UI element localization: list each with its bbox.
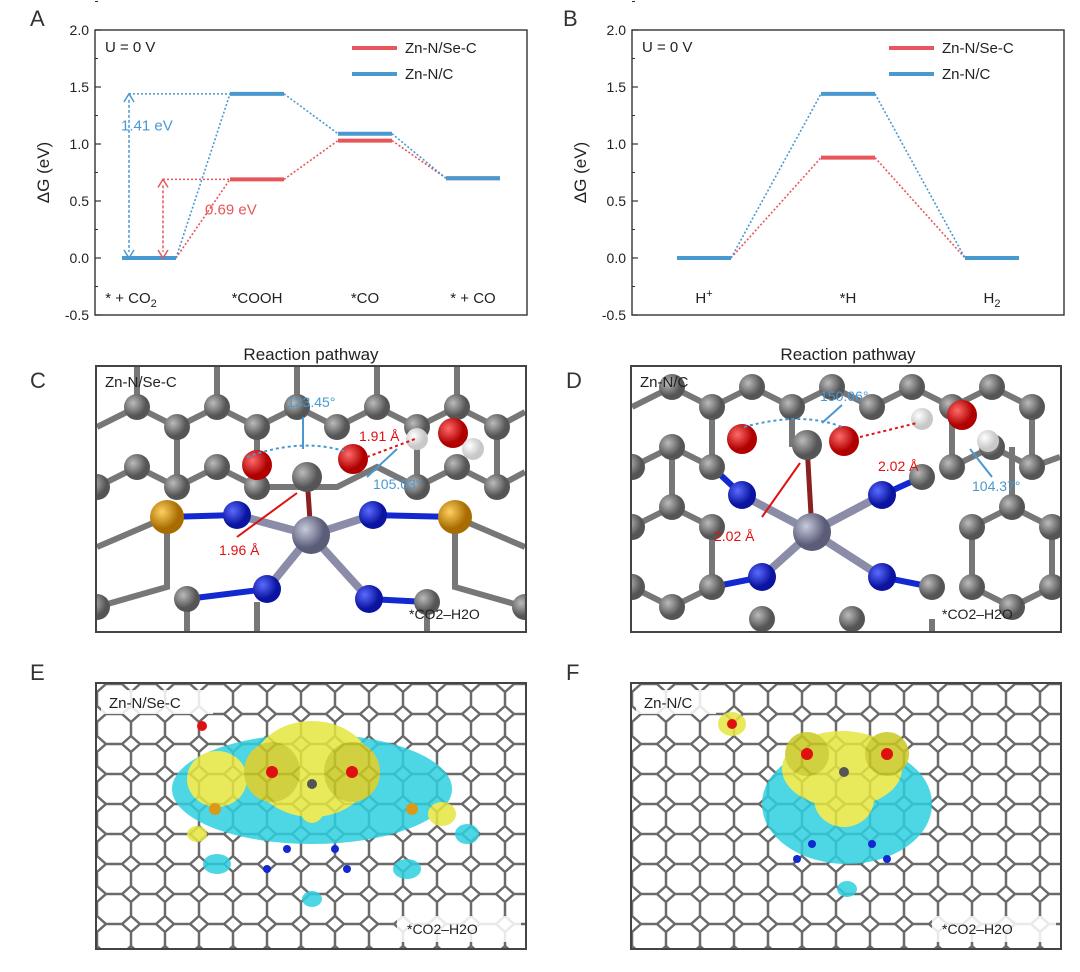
series-connector	[730, 93, 822, 259]
y-tick-label: -0.5	[602, 307, 626, 323]
panel-letter-d: D	[566, 368, 582, 393]
series-connector	[283, 139, 339, 180]
series-connector	[391, 133, 447, 179]
legend-label: Zn-N/Se-C	[942, 40, 1014, 57]
structure-panel-c: 133.45° 105.03° 1.91 Å 1.96 Å Zn-N/Se-C …	[95, 365, 527, 633]
panel-letter-a: A	[30, 6, 45, 31]
structure-label: Zn-N/C	[640, 374, 689, 391]
series-connector	[874, 157, 966, 259]
x-category-label: H+	[695, 288, 712, 307]
series-connector	[391, 139, 447, 179]
legend-label: Zn-N/Se-C	[405, 40, 477, 57]
y-tick-label: 2.0	[70, 22, 90, 38]
barrier-label: 1.41 eV	[121, 117, 173, 134]
y-tick-label: 0.0	[70, 250, 90, 266]
distance-label: 2.02 Å	[878, 458, 919, 474]
series-connector	[175, 93, 231, 259]
selenium-atom	[438, 500, 472, 534]
panel-letter-c: C	[30, 368, 46, 393]
selenium-atom	[150, 500, 184, 534]
x-category-label: *COOH	[232, 290, 283, 307]
y-tick-label: -0.5	[65, 307, 89, 323]
series-connector	[730, 157, 822, 259]
charge-density-f-drawing: Zn-N/C *CO2–H2O	[632, 684, 1060, 948]
y-tick-label: 2.0	[607, 22, 627, 38]
x-category-label: * + CO	[450, 290, 495, 307]
panel-letter-e: E	[30, 660, 45, 685]
y-tick-label: 1.5	[70, 79, 90, 95]
plot-frame	[631, 29, 1065, 316]
zinc-atom	[793, 513, 831, 551]
panel-letter-f: F	[566, 660, 580, 685]
x-axis-label: Reaction pathway	[243, 345, 379, 364]
series-connector	[283, 93, 339, 135]
panel-letter-b: B	[563, 6, 578, 31]
chart-a: -0.5 0.0 0.5 1.0 1.5 2.0 ΔG (eV) Reaction pathw…	[34, 1, 528, 364]
arrow-head	[157, 177, 169, 188]
zinc-atom	[292, 516, 330, 554]
state-label: *CO2–H2O	[409, 606, 480, 622]
state-label: *CO2–H2O	[407, 921, 478, 937]
barrier-label: 0.69 eV	[205, 202, 257, 219]
y-tick-label: 1.0	[70, 136, 90, 152]
structure-label: Zn-N/C	[644, 695, 693, 712]
chart-b: -0.5 0.0 0.5 1.0 1.5 2.0 ΔG (eV) Reaction pathw…	[571, 1, 1065, 364]
angle-label: 104.37°	[972, 478, 1020, 494]
y-tick-label: 0.0	[607, 250, 627, 266]
state-label: *CO2–H2O	[942, 921, 1013, 937]
y-tick-label: 1.0	[607, 136, 627, 152]
y-tick-label: 0.5	[70, 193, 90, 209]
x-category-label: *CO	[351, 290, 379, 307]
y-axis-label: ΔG (eV)	[34, 142, 53, 203]
distance-label: 1.96 Å	[219, 542, 260, 558]
legend-label: Zn-N/C	[942, 66, 991, 83]
distance-label: 1.91 Å	[359, 428, 400, 444]
x-axis-label: Reaction pathway	[780, 345, 916, 364]
potential-annotation: U = 0 V	[642, 39, 692, 56]
legend-label: Zn-N/C	[405, 66, 454, 83]
y-tick-label: 1.5	[607, 79, 627, 95]
angle-label: 133.45°	[287, 394, 335, 410]
arrow-head	[123, 92, 135, 103]
x-category-label: * + CO2	[105, 290, 157, 310]
distance-label: 2.02 Å	[714, 528, 755, 544]
charge-density-panel-e: Zn-N/Se-C *CO2–H2O	[95, 682, 527, 950]
structure-label: Zn-N/Se-C	[109, 695, 181, 712]
y-tick-label: 0.5	[607, 193, 627, 209]
state-label: *CO2–H2O	[942, 606, 1013, 622]
y-axis-label: ΔG (eV)	[571, 142, 590, 203]
structure-d-drawing: 150.06° 104.37° 2.02 Å 2.02 Å Zn-N/C *CO…	[632, 374, 1060, 631]
arrow-head	[123, 249, 135, 260]
structure-c-drawing: 133.45° 105.03° 1.91 Å 1.96 Å Zn-N/Se-C …	[97, 367, 525, 631]
structure-panel-d: 150.06° 104.37° 2.02 Å 2.02 Å Zn-N/C *CO…	[630, 365, 1062, 633]
charge-density-e-drawing: Zn-N/Se-C *CO2–H2O	[97, 684, 525, 948]
structure-label: Zn-N/Se-C	[105, 374, 177, 391]
angle-label: 150.06°	[820, 388, 868, 404]
charge-density-panel-f: Zn-N/C *CO2–H2O	[630, 682, 1062, 950]
angle-label: 105.03°	[373, 476, 421, 492]
x-category-label: *H	[840, 290, 857, 307]
x-category-label: H2	[984, 290, 1001, 310]
arrow-head	[157, 249, 169, 260]
plot-frame	[94, 29, 528, 316]
series-connector	[874, 93, 966, 259]
potential-annotation: U = 0 V	[105, 39, 155, 56]
